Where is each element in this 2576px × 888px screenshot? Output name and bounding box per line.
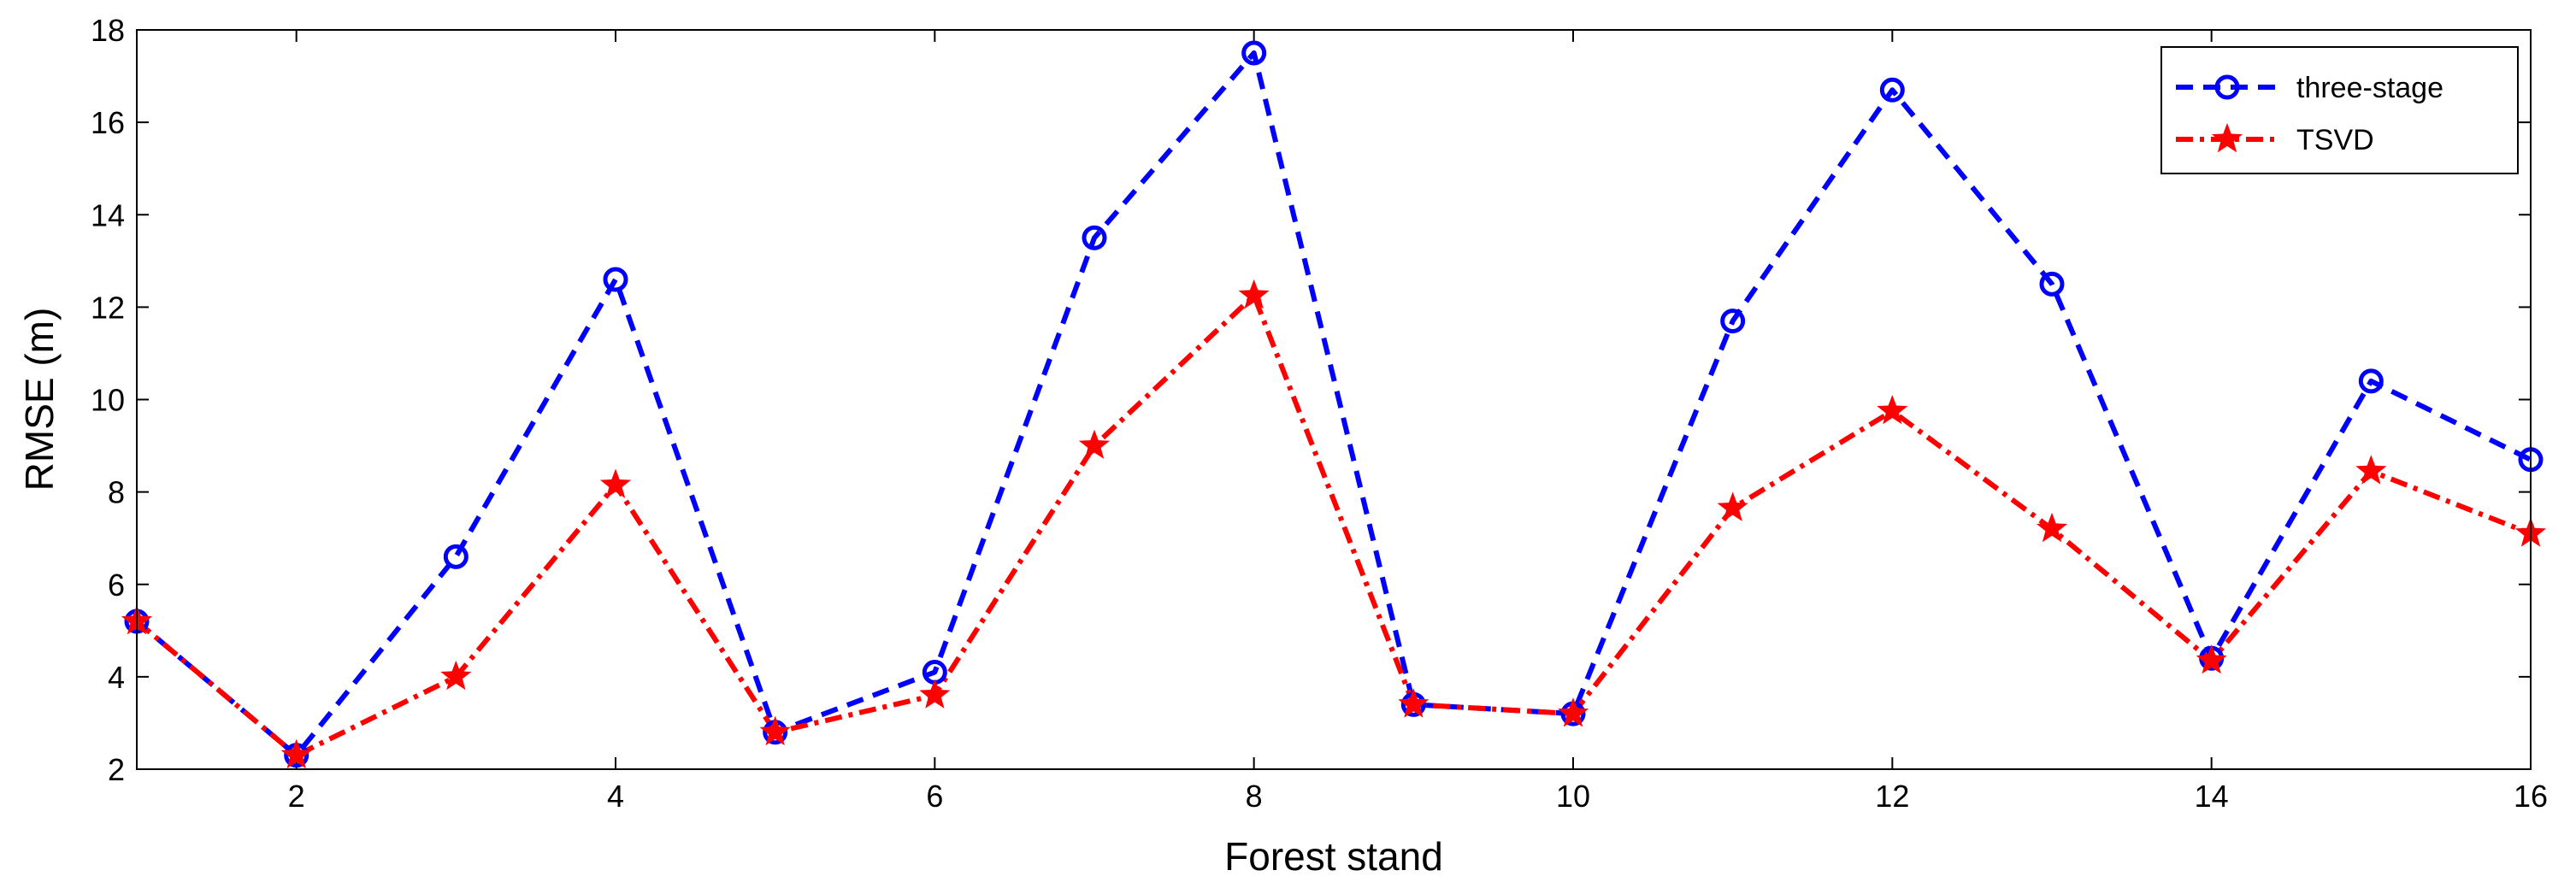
series-line-three-stage [135, 50, 2532, 758]
tick-labels: 2 4 6 8 10 12 14 16 2 4 6 8 10 12 14 16 18 [91, 13, 2548, 814]
x-tick-label: 2 [288, 779, 305, 814]
y-tick-label: 16 [91, 105, 125, 140]
plot-frame [136, 29, 2532, 770]
x-tick-label: 12 [1875, 779, 1909, 814]
legend-label-three-stage: three-stage [2296, 72, 2443, 104]
y-tick-label: 2 [108, 752, 125, 787]
y-tick-label: 18 [91, 13, 125, 48]
data-point-three-stage [2039, 271, 2065, 297]
data-point-tsvd [599, 468, 632, 498]
y-tick-label: 12 [91, 290, 125, 325]
data-point-tsvd [1557, 697, 1589, 727]
legend-marker-tsvd [2211, 123, 2243, 153]
data-point-three-stage [603, 267, 628, 292]
series-lines [135, 50, 2532, 758]
legend-box [2160, 46, 2519, 174]
x-tick-label: 4 [607, 779, 624, 814]
legend: three-stage TSVD [2160, 46, 2519, 174]
data-point-tsvd [759, 715, 791, 746]
data-point-tsvd [440, 660, 472, 691]
data-point-tsvd [2196, 644, 2227, 674]
data-point-three-stage [2358, 368, 2384, 394]
y-tick-label: 14 [91, 197, 125, 232]
data-point-three-stage [443, 544, 469, 569]
data-point-tsvd [2355, 455, 2387, 485]
data-point-tsvd [1398, 688, 1429, 718]
y-tick-label: 4 [108, 660, 125, 695]
data-point-tsvd [1717, 491, 1748, 521]
data-point-three-stage [1720, 309, 1746, 334]
y-tick-label: 8 [108, 475, 125, 510]
data-point-three-stage [1082, 225, 1107, 250]
x-tick-label: 16 [2514, 779, 2548, 814]
legend-label-tsvd: TSVD [2296, 124, 2374, 156]
legend-marker-three-stage [2214, 74, 2240, 100]
y-tick-label: 6 [108, 567, 125, 603]
data-point-tsvd [1078, 429, 1111, 459]
data-point-tsvd [280, 738, 312, 769]
data-point-tsvd [1238, 279, 1270, 309]
data-point-tsvd [1877, 395, 1908, 425]
series-line-tsvd [135, 292, 2532, 758]
x-tick-label: 8 [1246, 779, 1263, 814]
y-axis-title: RMSE (m) [17, 308, 62, 491]
x-tick-label: 10 [1556, 779, 1590, 814]
plot-area [137, 30, 2531, 769]
x-tick-label: 6 [926, 779, 943, 814]
data-point-three-stage [1241, 40, 1267, 66]
data-point-three-stage [1879, 77, 1905, 103]
data-point-tsvd [919, 679, 951, 709]
data-point-tsvd [2036, 512, 2068, 543]
y-tick-label: 10 [91, 383, 125, 418]
x-axis-title: Forest stand [1224, 834, 1443, 879]
x-tick-label: 14 [2195, 779, 2229, 814]
